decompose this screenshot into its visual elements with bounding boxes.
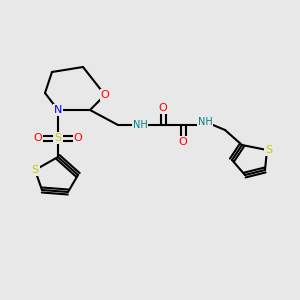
Text: O: O [100,90,109,100]
Text: O: O [178,137,188,147]
Text: O: O [74,133,82,143]
Text: O: O [34,133,42,143]
Text: N: N [54,105,62,115]
Text: NH: NH [133,120,147,130]
Text: O: O [159,103,167,113]
Text: NH: NH [198,117,212,127]
Text: S: S [32,165,39,175]
Text: S: S [266,145,273,155]
Text: S: S [54,133,61,143]
